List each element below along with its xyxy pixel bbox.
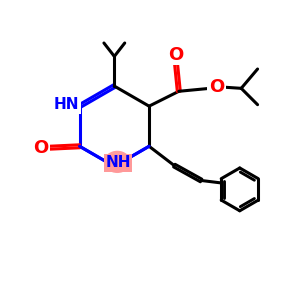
Text: O: O — [209, 78, 224, 96]
Text: HN: HN — [53, 97, 79, 112]
Text: O: O — [33, 139, 49, 157]
Text: NH: NH — [105, 155, 130, 170]
Text: O: O — [168, 46, 184, 64]
Ellipse shape — [104, 151, 131, 173]
